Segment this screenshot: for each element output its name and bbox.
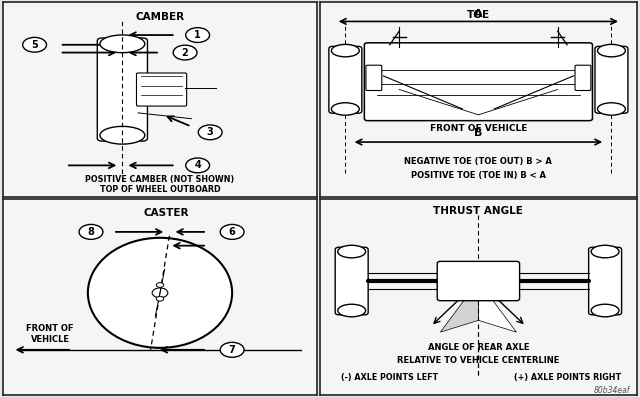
Text: A: A [474, 8, 483, 19]
Text: 7: 7 [228, 345, 236, 355]
Text: 1: 1 [195, 30, 201, 40]
Text: 8: 8 [88, 227, 95, 237]
Circle shape [22, 37, 47, 52]
Text: CAMBER: CAMBER [136, 12, 184, 22]
FancyBboxPatch shape [136, 73, 187, 106]
Text: FRONT OF VEHICLE: FRONT OF VEHICLE [429, 124, 527, 133]
Polygon shape [479, 281, 516, 332]
FancyBboxPatch shape [97, 38, 147, 141]
Ellipse shape [598, 103, 625, 115]
FancyBboxPatch shape [589, 247, 621, 315]
Circle shape [79, 224, 103, 239]
Text: 2: 2 [182, 48, 188, 58]
FancyBboxPatch shape [575, 65, 591, 91]
Ellipse shape [100, 126, 145, 144]
Circle shape [186, 158, 209, 173]
Text: (+) AXLE POINTS RIGHT: (+) AXLE POINTS RIGHT [513, 373, 621, 382]
Text: TOE: TOE [467, 10, 490, 20]
Text: POSITIVE TOE (TOE IN) B < A: POSITIVE TOE (TOE IN) B < A [411, 171, 546, 179]
Text: RELATIVE TO VEHICLE CENTERLINE: RELATIVE TO VEHICLE CENTERLINE [397, 356, 559, 365]
FancyBboxPatch shape [595, 46, 628, 113]
Text: B: B [474, 128, 483, 138]
Text: 5: 5 [31, 40, 38, 50]
Circle shape [220, 224, 244, 239]
Ellipse shape [338, 245, 365, 258]
Circle shape [156, 297, 164, 301]
Text: THRUST ANGLE: THRUST ANGLE [433, 206, 524, 216]
Text: NEGATIVE TOE (TOE OUT) B > A: NEGATIVE TOE (TOE OUT) B > A [404, 157, 552, 166]
FancyBboxPatch shape [335, 247, 368, 315]
Circle shape [152, 288, 168, 298]
Circle shape [220, 342, 244, 357]
Text: VEHICLE: VEHICLE [31, 335, 70, 345]
Ellipse shape [100, 35, 145, 53]
Text: TOP OF WHEEL OUTBOARD: TOP OF WHEEL OUTBOARD [100, 185, 220, 194]
Text: POSITIVE CAMBER (NOT SHOWN): POSITIVE CAMBER (NOT SHOWN) [85, 175, 235, 185]
FancyBboxPatch shape [366, 65, 382, 91]
FancyBboxPatch shape [437, 261, 520, 301]
Ellipse shape [332, 103, 359, 115]
Ellipse shape [88, 238, 232, 348]
FancyBboxPatch shape [364, 43, 593, 121]
Text: 6: 6 [228, 227, 236, 237]
Ellipse shape [338, 304, 365, 317]
Text: 4: 4 [195, 160, 201, 170]
Circle shape [156, 283, 164, 287]
Circle shape [198, 125, 222, 140]
Polygon shape [440, 281, 479, 332]
Text: CASTER: CASTER [143, 208, 189, 218]
Text: FRONT OF: FRONT OF [26, 324, 74, 333]
Ellipse shape [591, 304, 619, 317]
Text: (-) AXLE POINTS LEFT: (-) AXLE POINTS LEFT [341, 373, 438, 382]
Circle shape [186, 28, 209, 42]
Ellipse shape [598, 44, 625, 57]
FancyBboxPatch shape [329, 46, 362, 113]
Text: ANGLE OF REAR AXLE: ANGLE OF REAR AXLE [428, 343, 529, 353]
Ellipse shape [332, 44, 359, 57]
Text: 80b34eaf: 80b34eaf [594, 386, 630, 395]
Text: 3: 3 [207, 127, 214, 137]
Ellipse shape [591, 245, 619, 258]
Circle shape [173, 45, 197, 60]
